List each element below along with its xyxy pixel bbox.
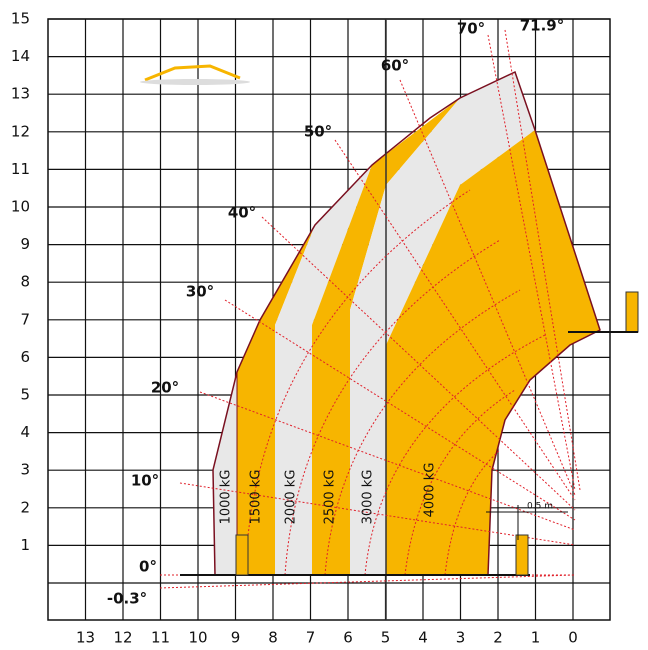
- y-tick-label: 6: [20, 348, 30, 366]
- zone-3000: [350, 72, 535, 575]
- load-label: 1000 kG: [219, 470, 234, 525]
- angle-lines: [159, 29, 581, 589]
- y-tick-label: 5: [20, 386, 30, 404]
- y-tick-label: 11: [11, 160, 30, 178]
- shadow: [140, 79, 250, 85]
- angle-label: 0°: [139, 558, 157, 576]
- dimension: 0.5 m: [486, 502, 568, 540]
- y-tick-label: 3: [20, 461, 30, 479]
- fork-icon: [625, 291, 639, 333]
- angle-line: [261, 216, 576, 511]
- y-tick-label: 9: [20, 235, 30, 253]
- y-tick-label: 2: [20, 498, 30, 516]
- x-tick-label: 12: [113, 629, 132, 647]
- angle-label: 50°: [304, 123, 332, 141]
- fork-icon: [515, 534, 529, 576]
- x-tick-label: 6: [343, 629, 353, 647]
- angle-label: 20°: [151, 379, 179, 397]
- zone-1000: [213, 372, 237, 575]
- angle-line: [199, 391, 576, 531]
- load-label: 2500 kG: [323, 470, 338, 525]
- fork-icon: [235, 534, 249, 576]
- angle-line: [399, 79, 576, 496]
- angle-label: 40°: [228, 204, 256, 222]
- y-tick-label: 10: [11, 198, 30, 216]
- y-tick-label: 1: [20, 536, 30, 554]
- x-tick-label: 1: [531, 629, 541, 647]
- y-tick-label: 13: [11, 85, 30, 103]
- zone-2500: [312, 98, 460, 575]
- telehandler-icon: [144, 64, 241, 82]
- angle-labels: 0° -0.3° 10° 20° 30° 40° 50° 60° 70° 71.…: [107, 17, 564, 608]
- x-tick-label: 4: [418, 629, 428, 647]
- envelope: [212, 70, 601, 576]
- y-tick-label: 7: [20, 310, 30, 328]
- load-label: 2000 kG: [284, 470, 299, 525]
- x-tick-label: 5: [381, 629, 391, 647]
- load-labels: 1000 kG 1500 kG 2000 kG 2500 kG 3000 kG …: [219, 463, 438, 525]
- angle-label: 60°: [381, 57, 409, 75]
- angle-line: [487, 34, 576, 491]
- angle-line: [504, 29, 581, 491]
- load-zones: [212, 70, 601, 576]
- x-tick-label: 3: [456, 629, 466, 647]
- x-tick-label: 7: [306, 629, 316, 647]
- y-tick-label: 8: [20, 273, 30, 291]
- angle-label: 71.9°: [520, 17, 565, 35]
- arc: [324, 289, 521, 576]
- angle-label: 70°: [457, 20, 485, 38]
- load-label: 3000 kG: [361, 470, 376, 525]
- x-tick-label: 11: [151, 629, 170, 647]
- arc: [244, 189, 471, 576]
- x-tick-label: 8: [268, 629, 278, 647]
- arc: [364, 334, 546, 576]
- angle-line: [179, 482, 576, 546]
- y-tick-label: 15: [11, 10, 30, 28]
- load-label: 4000 kG: [423, 463, 438, 518]
- zone-2000: [275, 165, 372, 575]
- y-tick-label: 12: [11, 122, 30, 140]
- x-tick-label: 10: [188, 629, 207, 647]
- x-tick-label: 0: [568, 629, 578, 647]
- machine: [140, 64, 639, 576]
- zone-4000: [386, 130, 600, 575]
- x-tick-label: 13: [76, 629, 95, 647]
- angle-label: 10°: [131, 472, 159, 490]
- x-tick-label: 2: [493, 629, 503, 647]
- arc: [444, 449, 501, 576]
- dimension-label: 0.5 m: [527, 502, 553, 512]
- y-tick-label: 14: [11, 47, 30, 65]
- angle-line: [224, 299, 576, 521]
- load-label: 1500 kG: [249, 470, 264, 525]
- arc: [284, 239, 501, 576]
- x-tick-label: 9: [231, 629, 241, 647]
- y-tick-label: 4: [20, 423, 30, 441]
- angle-line: [159, 574, 576, 589]
- angle-label: 30°: [186, 283, 214, 301]
- angle-line: [334, 139, 576, 501]
- zone-1500: [237, 225, 315, 575]
- angle-label: -0.3°: [107, 590, 147, 608]
